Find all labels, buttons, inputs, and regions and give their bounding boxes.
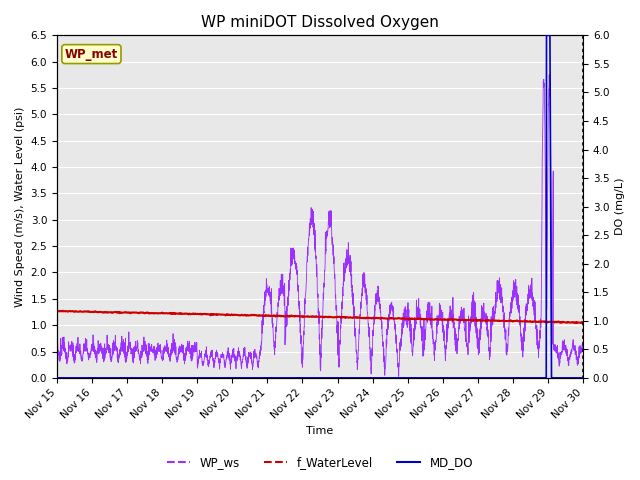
Y-axis label: DO (mg/L): DO (mg/L) <box>615 178 625 235</box>
Text: WP_met: WP_met <box>65 48 118 60</box>
Y-axis label: Wind Speed (m/s), Water Level (psi): Wind Speed (m/s), Water Level (psi) <box>15 107 25 307</box>
X-axis label: Time: Time <box>307 426 333 436</box>
Title: WP miniDOT Dissolved Oxygen: WP miniDOT Dissolved Oxygen <box>201 15 439 30</box>
Legend: WP_ws, f_WaterLevel, MD_DO: WP_ws, f_WaterLevel, MD_DO <box>162 452 478 474</box>
